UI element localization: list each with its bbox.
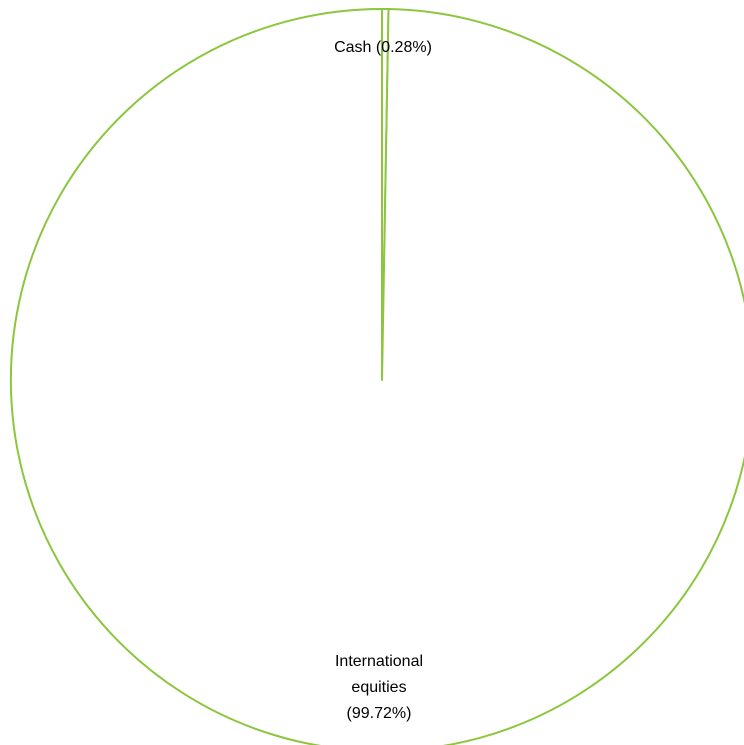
pie-label-international-equities: International equities (99.72%) xyxy=(335,653,423,722)
pie-slice-international-equities xyxy=(9,8,744,745)
pie-label-line: International xyxy=(335,653,423,670)
pie-slices xyxy=(9,8,744,745)
pie-label-line: (99.72%) xyxy=(347,705,412,722)
pie-label-cash: Cash (0.28%) xyxy=(334,39,432,56)
pie-label-line: equities xyxy=(351,679,406,696)
pie-label-line: Cash (0.28%) xyxy=(334,39,432,56)
pie-labels: Cash (0.28%) International equities (99.72%… xyxy=(334,39,432,722)
